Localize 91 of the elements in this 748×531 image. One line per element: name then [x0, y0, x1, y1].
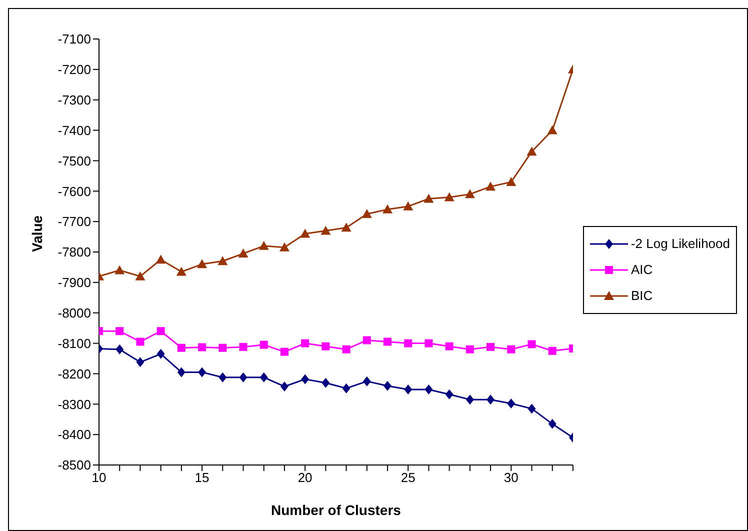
legend-label: -2 Log Likelihood [630, 236, 730, 251]
y-tick-label: -7400 [58, 122, 91, 138]
point [218, 372, 227, 382]
point [547, 125, 558, 134]
point [239, 372, 248, 382]
point [156, 327, 165, 336]
point [197, 259, 208, 268]
point [445, 342, 454, 350]
point [238, 248, 248, 258]
point [362, 376, 371, 386]
point [198, 367, 206, 378]
point [362, 208, 372, 218]
point [486, 182, 496, 191]
y-tick-label: -8100 [58, 336, 91, 351]
point [466, 394, 474, 405]
point [300, 228, 310, 238]
point [424, 384, 433, 395]
point [384, 338, 392, 346]
point [342, 345, 350, 354]
point [260, 372, 268, 382]
point [486, 394, 495, 405]
point [424, 339, 433, 348]
y-tick-label: -7500 [58, 153, 91, 168]
point [362, 336, 371, 344]
x-tick-label: 15 [194, 470, 210, 486]
point [280, 348, 288, 356]
point [198, 343, 206, 352]
point [507, 345, 516, 354]
point [218, 344, 227, 352]
point [424, 194, 434, 203]
point [135, 271, 146, 280]
point [466, 345, 474, 354]
point [136, 357, 144, 368]
legend-label: BIC [630, 288, 653, 303]
point [322, 378, 330, 388]
point [258, 240, 269, 250]
point [464, 189, 475, 198]
point [445, 389, 454, 400]
point [404, 384, 412, 395]
y-tick-label: -7600 [58, 184, 91, 199]
point [506, 177, 516, 186]
point [526, 146, 537, 156]
point [156, 254, 166, 264]
y-tick-label: -7800 [58, 244, 91, 260]
y-tick-label: -7900 [58, 275, 91, 290]
y-tick-label: -8300 [58, 396, 91, 412]
y-tick-label: -8500 [58, 458, 91, 473]
point [404, 339, 412, 348]
y-axis-title: Value [28, 215, 45, 252]
point [444, 192, 454, 202]
point [114, 265, 125, 274]
point [136, 338, 144, 346]
point [322, 342, 330, 350]
point [177, 367, 186, 378]
y-tick-label: -7200 [58, 62, 91, 78]
point [384, 380, 392, 391]
point [548, 418, 556, 429]
y-tick-label: -8000 [58, 305, 91, 320]
point [177, 344, 186, 352]
point [342, 383, 350, 394]
point [528, 404, 536, 414]
x-axis-title: Number of Clusters [271, 502, 402, 518]
point [301, 374, 310, 384]
point [486, 342, 495, 351]
x-tick-label: 30 [504, 470, 518, 486]
point [341, 222, 352, 232]
y-tick-label: -7300 [58, 92, 91, 108]
y-tick-label: -7700 [58, 214, 91, 230]
point [116, 344, 124, 354]
x-tick-label: 10 [92, 470, 106, 486]
point [528, 340, 536, 348]
y-tick-label: -7100 [58, 32, 91, 47]
point [156, 348, 165, 359]
y-tick-label: -8400 [58, 427, 91, 442]
point [280, 381, 288, 392]
x-tick-label: 25 [400, 470, 416, 486]
x-tick-label: 20 [298, 470, 312, 486]
legend-label: AIC [630, 262, 653, 277]
point [320, 226, 331, 235]
point [116, 327, 124, 336]
point [548, 346, 556, 355]
point [239, 342, 248, 351]
y-tick-label: -8200 [58, 366, 91, 382]
point [260, 340, 268, 349]
point [403, 201, 414, 210]
point [279, 242, 290, 252]
point [382, 204, 393, 214]
point [176, 266, 186, 276]
point [507, 398, 516, 409]
point [218, 256, 228, 266]
point [301, 339, 310, 348]
